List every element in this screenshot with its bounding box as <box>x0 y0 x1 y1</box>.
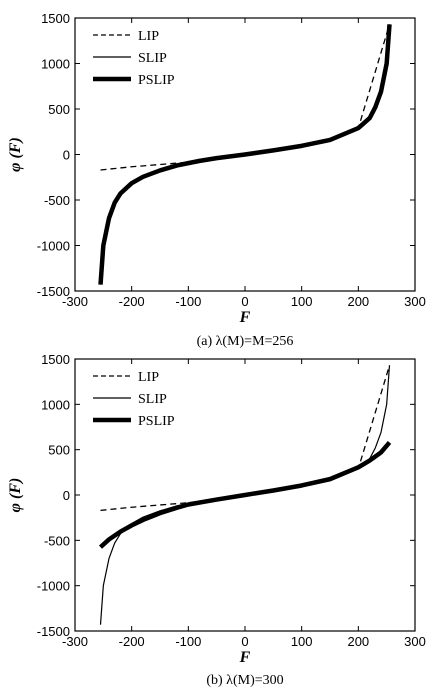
series-line-pslip <box>98 440 392 549</box>
y-tick-label: -1500 <box>37 624 70 639</box>
x-tick-label: 0 <box>241 634 248 649</box>
chart-panel-b: -300 -200 -100 0 100 200 300150010005000-500-1… <box>7 352 426 688</box>
chart-panel-a: -300 -200 -100 0 100 200 300150010005000-500-1… <box>7 11 426 349</box>
y-tick-label: -1500 <box>37 284 70 299</box>
series-line-lip <box>100 365 391 512</box>
y-tick-label: 1500 <box>41 352 70 367</box>
series-line-lip <box>100 24 391 171</box>
series-line-pslip <box>98 24 392 285</box>
y-tick-label: -1000 <box>37 239 70 254</box>
y-tick-label: 0 <box>63 148 70 163</box>
x-tick-label: -200 <box>119 294 145 309</box>
chart-caption: (a) λ(M)=M=256 <box>197 334 294 349</box>
x-tick-label: -200 <box>119 634 145 649</box>
y-tick-label: -500 <box>44 193 70 208</box>
y-tick-label: 500 <box>48 102 70 117</box>
y-tick-label: 500 <box>48 443 70 458</box>
x-tick-label: 0 <box>241 294 248 309</box>
x-tick-label: 200 <box>347 294 369 309</box>
legend-label-lip: LIP <box>138 370 159 385</box>
y-axis-label: φ (F) <box>7 478 24 513</box>
x-axis-label: F <box>239 649 251 666</box>
x-tick-label: 100 <box>291 294 313 309</box>
legend-label-slip: SLIP <box>138 392 167 407</box>
x-tick-label: 200 <box>347 634 369 649</box>
legend-label-pslip: PSLIP <box>138 414 175 429</box>
y-tick-label: 0 <box>63 488 70 503</box>
x-tick-label: -300 <box>62 294 88 309</box>
legend-label-pslip: PSLIP <box>138 73 175 88</box>
y-axis-label: φ (F) <box>7 137 24 172</box>
y-tick-label: 1500 <box>41 11 70 26</box>
y-tick-label: -500 <box>44 533 70 548</box>
y-tick-label: 1000 <box>41 397 70 412</box>
x-tick-label: 300 <box>404 294 426 309</box>
chart-caption: (b) λ(M)=300 <box>206 673 283 688</box>
x-tick-label: 100 <box>291 634 313 649</box>
legend-label-lip: LIP <box>138 29 159 44</box>
x-tick-label: 300 <box>404 634 426 649</box>
x-tick-label: -100 <box>175 634 201 649</box>
x-axis-label: F <box>239 309 251 326</box>
y-tick-label: -1000 <box>37 579 70 594</box>
x-tick-label: -300 <box>62 634 88 649</box>
x-tick-label: -100 <box>175 294 201 309</box>
legend-label-slip: SLIP <box>138 51 167 66</box>
y-tick-label: 1000 <box>41 57 70 72</box>
